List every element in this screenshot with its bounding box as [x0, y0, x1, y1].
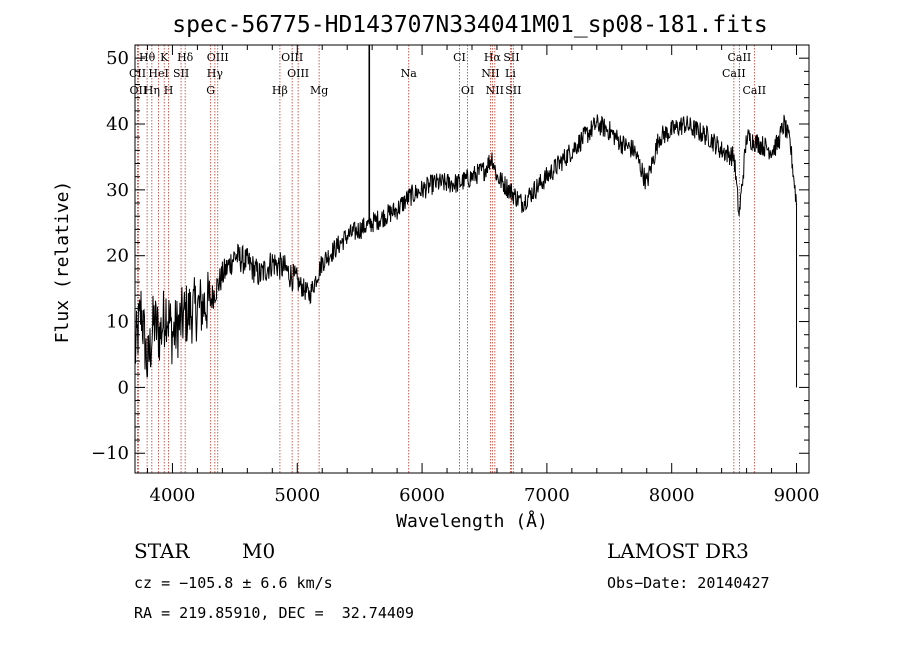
spectral-line-label: Mg — [310, 84, 328, 97]
spectrum-line — [134, 114, 797, 378]
object-class: STAR — [134, 539, 190, 563]
spectral-line-label: K — [160, 51, 169, 64]
y-tick-label: 20 — [106, 246, 129, 267]
x-tick-label: 9000 — [774, 485, 820, 506]
y-tick-label: −10 — [91, 443, 129, 464]
spectral-line-label: G — [206, 84, 215, 97]
spectrum-series — [134, 45, 798, 388]
object-subclass: M0 — [242, 539, 276, 563]
x-axis-label: Wavelength (Å) — [396, 510, 548, 532]
spectral-line-label: Hβ — [272, 84, 288, 97]
spectral-line-label: CaII — [728, 51, 752, 64]
spectral-line-label: OIII — [287, 67, 309, 80]
axis-ticks: 4000 5000 6000 7000 8000 9000 −10 0 10 20 30 40 50 — [91, 45, 819, 506]
y-axis-label: Flux (relative) — [52, 181, 73, 344]
spectral-line-label: Hγ — [207, 67, 224, 80]
observation-date: Obs−Date: 20140427 — [607, 574, 770, 592]
spectral-line-label: CaII — [722, 67, 746, 80]
ra-dec: RA = 219.85910, DEC = 32.74409 — [134, 604, 414, 622]
spectral-line-label: Hη — [144, 84, 160, 97]
y-tick-label: 10 — [106, 312, 129, 333]
spectral-line-label: Hθ — [139, 51, 156, 64]
spectral-line-label: OIII — [207, 51, 229, 64]
spectral-line-label: SII — [173, 67, 189, 80]
y-tick-label: 40 — [106, 114, 129, 135]
spectral-line-label: HeI — [148, 67, 168, 80]
spectral-line-label: SII — [505, 84, 521, 97]
spectral-line-label: OIII — [281, 51, 303, 64]
x-tick-label: 7000 — [524, 485, 570, 506]
spectral-line-label: CI — [453, 51, 466, 64]
chart-title: spec-56775-HD143707N334041M01_sp08-181.f… — [172, 12, 767, 38]
spectral-line-label: CaII — [742, 84, 766, 97]
spectral-line-label: NII — [481, 67, 499, 80]
spectral-line-label: OI — [461, 84, 474, 97]
spectral-line-label: H — [164, 84, 174, 97]
x-tick-label: 8000 — [649, 485, 695, 506]
spectral-line-label: OII — [130, 84, 148, 97]
redshift-cz: cz = −105.8 ± 6.6 km/s — [134, 574, 333, 592]
spectral-line-label: Li — [505, 67, 516, 80]
y-tick-label: 0 — [118, 377, 129, 398]
x-tick-label: 4000 — [150, 485, 196, 506]
spectral-line-label: Hα — [484, 51, 502, 64]
survey-name: LAMOST DR3 — [607, 539, 749, 563]
spectral-line-label: Na — [401, 67, 418, 80]
y-tick-label: 30 — [106, 180, 129, 201]
x-tick-label: 6000 — [399, 485, 445, 506]
spectral-line-label: SII — [503, 51, 519, 64]
spectral-line-label: Hδ — [177, 51, 194, 64]
y-tick-label: 50 — [106, 48, 129, 69]
spectral-line-label: CII — [129, 67, 146, 80]
x-tick-label: 5000 — [274, 485, 320, 506]
spectral-line-label: NII — [486, 84, 504, 97]
